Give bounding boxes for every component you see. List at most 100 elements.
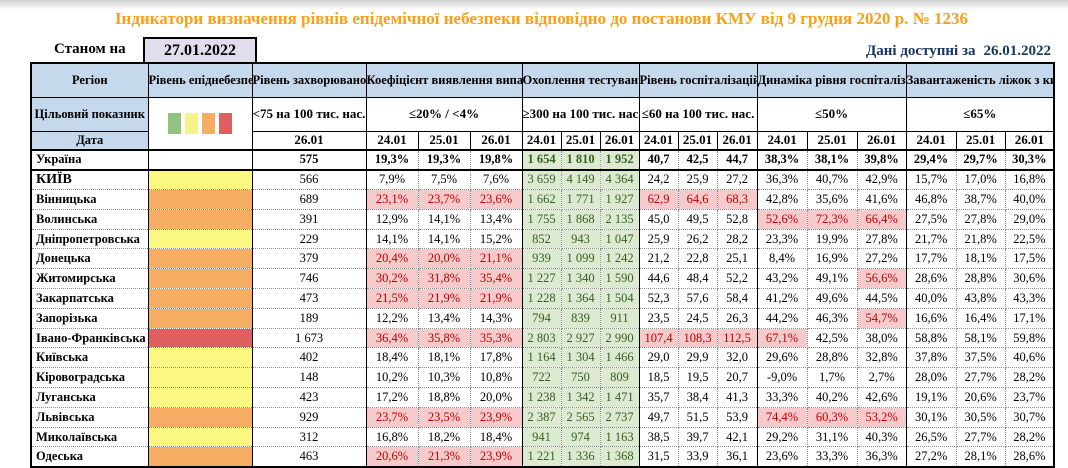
detection-value: 16,8%: [366, 427, 419, 448]
hosp-dynamics-value: 42,9%: [857, 169, 907, 191]
oxygen-beds-value: 27,8%: [956, 209, 1006, 230]
detection-value: 17,8%: [470, 347, 523, 369]
hosp-dynamics-value: 41,2%: [757, 288, 808, 309]
hosp-dynamics-value: 35,6%: [807, 189, 858, 210]
testing-value: 2 990: [600, 328, 640, 349]
oxygen-beds-value: 17,7%: [906, 248, 957, 270]
detection-value: 20,0%: [418, 248, 471, 270]
epid-level-cell: [148, 149, 253, 171]
detection-value: 18,2%: [418, 427, 471, 448]
testing-value: 809: [600, 367, 640, 389]
hospitalization-value: 51,5: [678, 407, 718, 428]
page-title: Індикатори визначення рівнів епідемічної…: [114, 9, 969, 28]
hospitalization-value: 49,5: [678, 209, 718, 230]
window-top-edge: [0, 0, 1068, 10]
testing-value: 943: [561, 229, 601, 250]
date-cell: 25.01: [560, 130, 601, 151]
detection-value: 14,3%: [470, 308, 523, 329]
hospitalization-value: 53,9: [717, 407, 758, 428]
incidence-value: 689: [252, 189, 367, 210]
testing-value: 1 304: [561, 347, 601, 369]
oxygen-beds-value: 29,7%: [956, 149, 1006, 171]
oxygen-beds-value: 28,2%: [1005, 367, 1055, 389]
testing-value: 2 387: [522, 407, 562, 428]
epid-level-cell: [148, 209, 253, 230]
hosp-dynamics-value: -9,0%: [757, 367, 808, 389]
threshold-testing: ≥300 на 100 тис. нас.: [521, 96, 640, 132]
hospitalization-value: 40,7: [639, 149, 679, 171]
incidence-value: 929: [252, 407, 367, 428]
oxygen-beds-value: 17,1%: [1005, 308, 1055, 329]
region-name: КИЇВ: [31, 169, 149, 191]
detection-value: 20,4%: [366, 248, 419, 270]
detection-value: 15,2%: [470, 229, 523, 250]
oxygen-beds-value: 29,4%: [906, 149, 957, 171]
hosp-dynamics-value: 8,4%: [757, 248, 808, 270]
detection-value: 21,9%: [470, 288, 523, 309]
testing-value: 1 238: [522, 387, 562, 408]
epid-level-swatch-1: [185, 112, 198, 134]
region-name: Дніпропетровська: [31, 229, 149, 250]
hosp-dynamics-value: 49,1%: [807, 268, 858, 290]
hospitalization-value: 24,2: [639, 169, 679, 191]
detection-value: 10,8%: [470, 367, 523, 389]
data-available-note: Дані доступні за 26.01.2022: [866, 43, 1051, 60]
oxygen-beds-value: 30,6%: [1005, 268, 1055, 290]
hospitalization-value: 26,3: [717, 308, 758, 329]
testing-value: 2 135: [600, 209, 640, 230]
oxygen-beds-value: 21,8%: [956, 229, 1006, 250]
table-row: Миколаївська 312 16,8% 18,2% 18,4% 941 974 1 16…: [31, 427, 1055, 448]
hospitalization-value: 49,7: [639, 407, 679, 428]
date-cell: 25.01: [677, 130, 718, 151]
region-name: Київська: [31, 347, 149, 369]
col-header-hosp-dynamics: Динаміка рівня госпіталізацій: [756, 62, 907, 98]
as-of-date-cell: 27.01.2022: [143, 37, 257, 64]
detection-value: 23,5%: [418, 407, 471, 428]
detection-value: 19,3%: [366, 149, 419, 171]
testing-value: 4 364: [600, 169, 640, 191]
hosp-dynamics-value: 40,3%: [857, 427, 907, 448]
hosp-dynamics-value: 41,6%: [857, 189, 907, 210]
hospitalization-value: 25,9: [678, 169, 718, 191]
testing-value: 2 927: [561, 328, 601, 349]
oxygen-beds-value: 37,8%: [906, 347, 957, 369]
detection-value: 35,3%: [470, 328, 523, 349]
region-name: Миколаївська: [31, 427, 149, 448]
hosp-dynamics-value: 60,3%: [807, 407, 858, 428]
oxygen-beds-value: 21,7%: [906, 229, 957, 250]
incidence-value: 312: [252, 427, 367, 448]
hospitalization-value: 29,0: [639, 347, 679, 369]
oxygen-beds-value: 22,5%: [1005, 229, 1055, 250]
hosp-dynamics-value: 23,3%: [757, 229, 808, 250]
testing-value: 794: [522, 308, 562, 329]
testing-value: 1 654: [522, 149, 562, 171]
detection-value: 35,4%: [470, 268, 523, 290]
testing-value: 722: [522, 367, 562, 389]
hospitalization-value: 20,7: [717, 367, 758, 389]
oxygen-beds-value: 30,1%: [906, 407, 957, 428]
oxygen-beds-value: 23,7%: [1005, 387, 1055, 408]
testing-value: 1 228: [522, 288, 562, 309]
testing-value: 1 662: [522, 189, 562, 210]
epid-level-cell: [148, 169, 253, 191]
hospitalization-value: 36,1: [717, 446, 758, 468]
oxygen-beds-value: 28,2%: [1005, 427, 1055, 448]
col-header-incidence: Рівень захворюваності: [251, 62, 367, 98]
oxygen-beds-value: 40,0%: [1005, 189, 1055, 210]
oxygen-beds-value: 28,0%: [906, 367, 957, 389]
oxygen-beds-value: 28,8%: [956, 268, 1006, 290]
testing-value: 1 755: [522, 209, 562, 230]
hosp-dynamics-value: 40,2%: [807, 387, 858, 408]
hosp-dynamics-value: 16,9%: [807, 248, 858, 270]
hosp-dynamics-value: 54,7%: [857, 308, 907, 329]
testing-value: 1 336: [561, 446, 601, 468]
epid-level-cell: [148, 288, 253, 309]
testing-value: 750: [561, 367, 601, 389]
oxygen-beds-value: 30,3%: [1005, 149, 1055, 171]
hospitalization-value: 62,9: [639, 189, 679, 210]
hosp-dynamics-value: 52,6%: [757, 209, 808, 230]
hosp-dynamics-value: 66,4%: [857, 209, 907, 230]
hospitalization-value: 112,5: [717, 328, 758, 349]
testing-value: 1 164: [522, 347, 562, 369]
detection-value: 13,4%: [418, 308, 471, 329]
